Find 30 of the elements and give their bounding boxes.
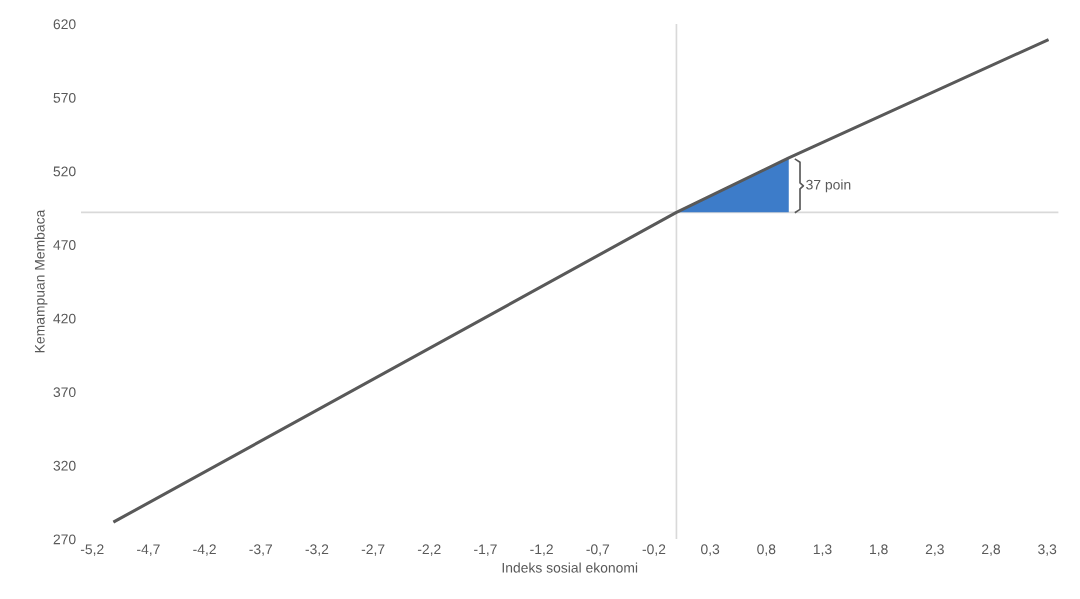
x-tick-label: -2,2: [417, 544, 441, 556]
x-axis-title: Indeks sosial ekonomi: [502, 562, 638, 573]
x-tick-label: -3,2: [305, 544, 329, 556]
x-tick-label: -1,2: [530, 544, 553, 556]
y-tick-label: 570: [53, 92, 76, 103]
x-tick-label: -4,7: [137, 544, 160, 556]
x-tick-label: -0,7: [586, 544, 610, 556]
x-tick-label: 1,8: [870, 544, 888, 556]
y-tick-label: 620: [53, 19, 76, 30]
x-tick-label: 1,3: [813, 544, 832, 556]
x-tick-label: 0,8: [757, 544, 776, 556]
y-tick-label: 370: [53, 387, 76, 398]
x-tick-label: 0,3: [701, 544, 720, 556]
x-tick-label: -2,7: [361, 544, 385, 556]
x-tick-label: -0,2: [642, 544, 666, 556]
x-tick-label: -4,2: [193, 544, 216, 556]
x-tick-label: -3,7: [249, 544, 273, 556]
y-tick-label: 520: [53, 166, 76, 177]
line-series: [113, 38, 1049, 523]
x-tick-label: -5,2: [80, 544, 104, 556]
y-axis-title: Kemampuan Membaca: [34, 209, 48, 353]
x-tick-label: 3,3: [1038, 544, 1057, 556]
x-tick-label: 2,8: [982, 544, 1001, 556]
annotation: 37 poin: [806, 179, 851, 193]
y-tick-label: 470: [53, 240, 76, 250]
x-tick-label: 2,3: [925, 544, 944, 556]
x-tick-label: -1,7: [474, 544, 497, 556]
y-tick-label: 270: [53, 534, 76, 545]
y-tick-label: 320: [53, 460, 76, 471]
y-tick-label: 420: [53, 313, 76, 324]
